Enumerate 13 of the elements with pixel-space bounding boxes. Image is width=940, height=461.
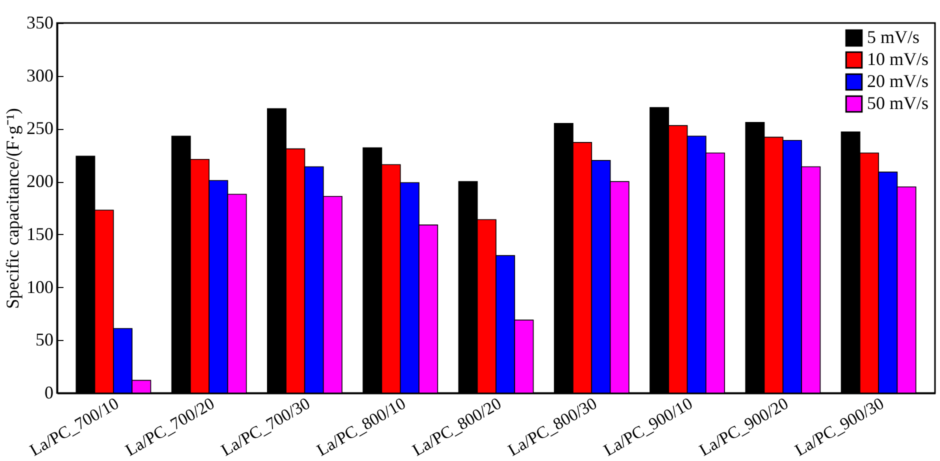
y-tick-label: 300 xyxy=(26,65,54,86)
legend-label: 20 mV/s xyxy=(867,71,929,91)
y-tick-label: 250 xyxy=(26,118,54,138)
y-tick-label: 350 xyxy=(26,12,54,32)
y-tick-label: 100 xyxy=(26,276,54,297)
y-tick-label: 50 xyxy=(36,330,54,350)
legend-label: 10 mV/s xyxy=(867,49,929,69)
legend-label: 5 mV/s xyxy=(867,27,920,47)
y-tick-label: 0 xyxy=(44,382,54,402)
y-axis-title: Specific capacitance/(F·g⁻¹) xyxy=(2,108,22,309)
y-tick-label: 150 xyxy=(26,224,54,244)
legend-label: 50 mV/s xyxy=(867,93,929,113)
y-tick-label: 200 xyxy=(26,171,54,192)
